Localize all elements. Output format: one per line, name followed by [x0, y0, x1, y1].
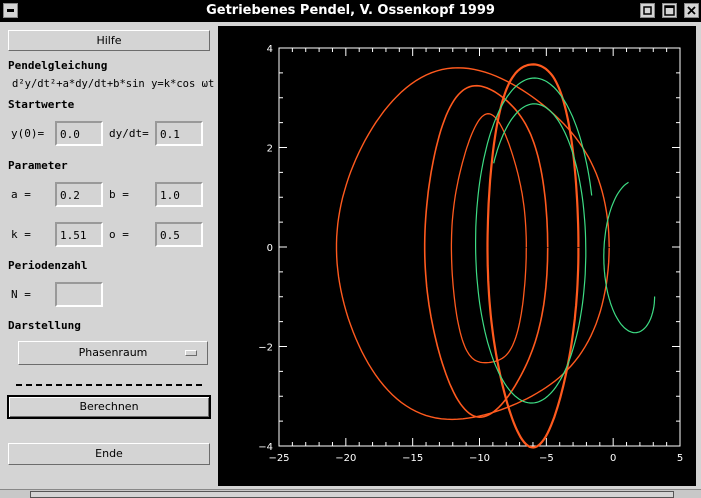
x-tick-label: −20 — [335, 453, 356, 464]
param-header: Parameter — [8, 159, 68, 172]
y-tick-label: 0 — [267, 243, 273, 254]
option-menu-icon — [185, 350, 197, 356]
help-button[interactable]: Hilfe — [8, 30, 210, 51]
period-header: Periodenzahl — [8, 259, 88, 272]
plot-frame — [278, 47, 681, 447]
equation-header: Pendelgleichung — [8, 59, 108, 72]
y0-field[interactable]: 0.0 — [55, 121, 103, 146]
orbit-orange — [335, 67, 610, 421]
end-button[interactable]: Ende — [8, 443, 210, 465]
orbit-orange — [423, 84, 549, 419]
y0-label: y(0)= — [11, 127, 45, 140]
y-tick-label: −4 — [258, 442, 273, 453]
y-tick-label: 2 — [267, 144, 273, 155]
o-label: o = — [109, 228, 129, 241]
b-field[interactable]: 1.0 — [155, 182, 203, 207]
close-icon[interactable] — [684, 3, 699, 18]
display-header: Darstellung — [8, 319, 81, 332]
minimize-icon[interactable] — [640, 3, 655, 18]
o-field[interactable]: 0.5 — [155, 222, 203, 247]
display-select[interactable]: Phasenraum — [18, 341, 208, 365]
x-tick-label: 5 — [677, 453, 683, 464]
n-label: N = — [11, 288, 31, 301]
trajectory-green — [475, 77, 593, 404]
orbit-orange — [450, 113, 527, 364]
k-field[interactable]: 1.51 — [55, 222, 103, 247]
dydt-label: dy/dt= — [109, 127, 149, 140]
x-tick-label: 0 — [610, 453, 616, 464]
title-bar: Getriebenes Pendel, V. Ossenkopf 1999 — [0, 0, 701, 22]
x-tick-label: −10 — [469, 453, 490, 464]
equation-text: d²y/dt²+a*dy/dt+b*sin y=k*cos ωt — [12, 78, 215, 90]
x-tick-label: −15 — [402, 453, 423, 464]
x-tick-label: −5 — [539, 453, 554, 464]
window-title: Getriebenes Pendel, V. Ossenkopf 1999 — [206, 3, 495, 18]
start-header: Startwerte — [8, 98, 75, 111]
maximize-icon[interactable] — [662, 3, 677, 18]
a-label: a = — [11, 188, 31, 201]
orbit-orange — [486, 63, 580, 449]
calculate-button[interactable]: Berechnen — [7, 395, 211, 419]
control-panel: Hilfe Pendelgleichung d²y/dt²+a*dy/dt+b*… — [0, 22, 218, 497]
trajectory-green-start — [603, 181, 656, 334]
a-field[interactable]: 0.2 — [55, 182, 103, 207]
dydt-field[interactable]: 0.1 — [155, 121, 203, 146]
phase-space-plot: −25 −20 −15 −10 −5 0 5 −4 −2 0 2 4 — [218, 26, 696, 486]
x-tick-label: −25 — [268, 453, 289, 464]
y-tick-label: −2 — [258, 343, 273, 354]
k-label: k = — [11, 228, 31, 241]
display-select-label: Phasenraum — [78, 346, 148, 359]
b-label: b = — [109, 188, 129, 201]
window-menu-icon[interactable] — [3, 3, 18, 18]
separator-line — [16, 384, 202, 386]
y-tick-label: 4 — [267, 44, 273, 55]
n-field[interactable] — [55, 282, 103, 307]
